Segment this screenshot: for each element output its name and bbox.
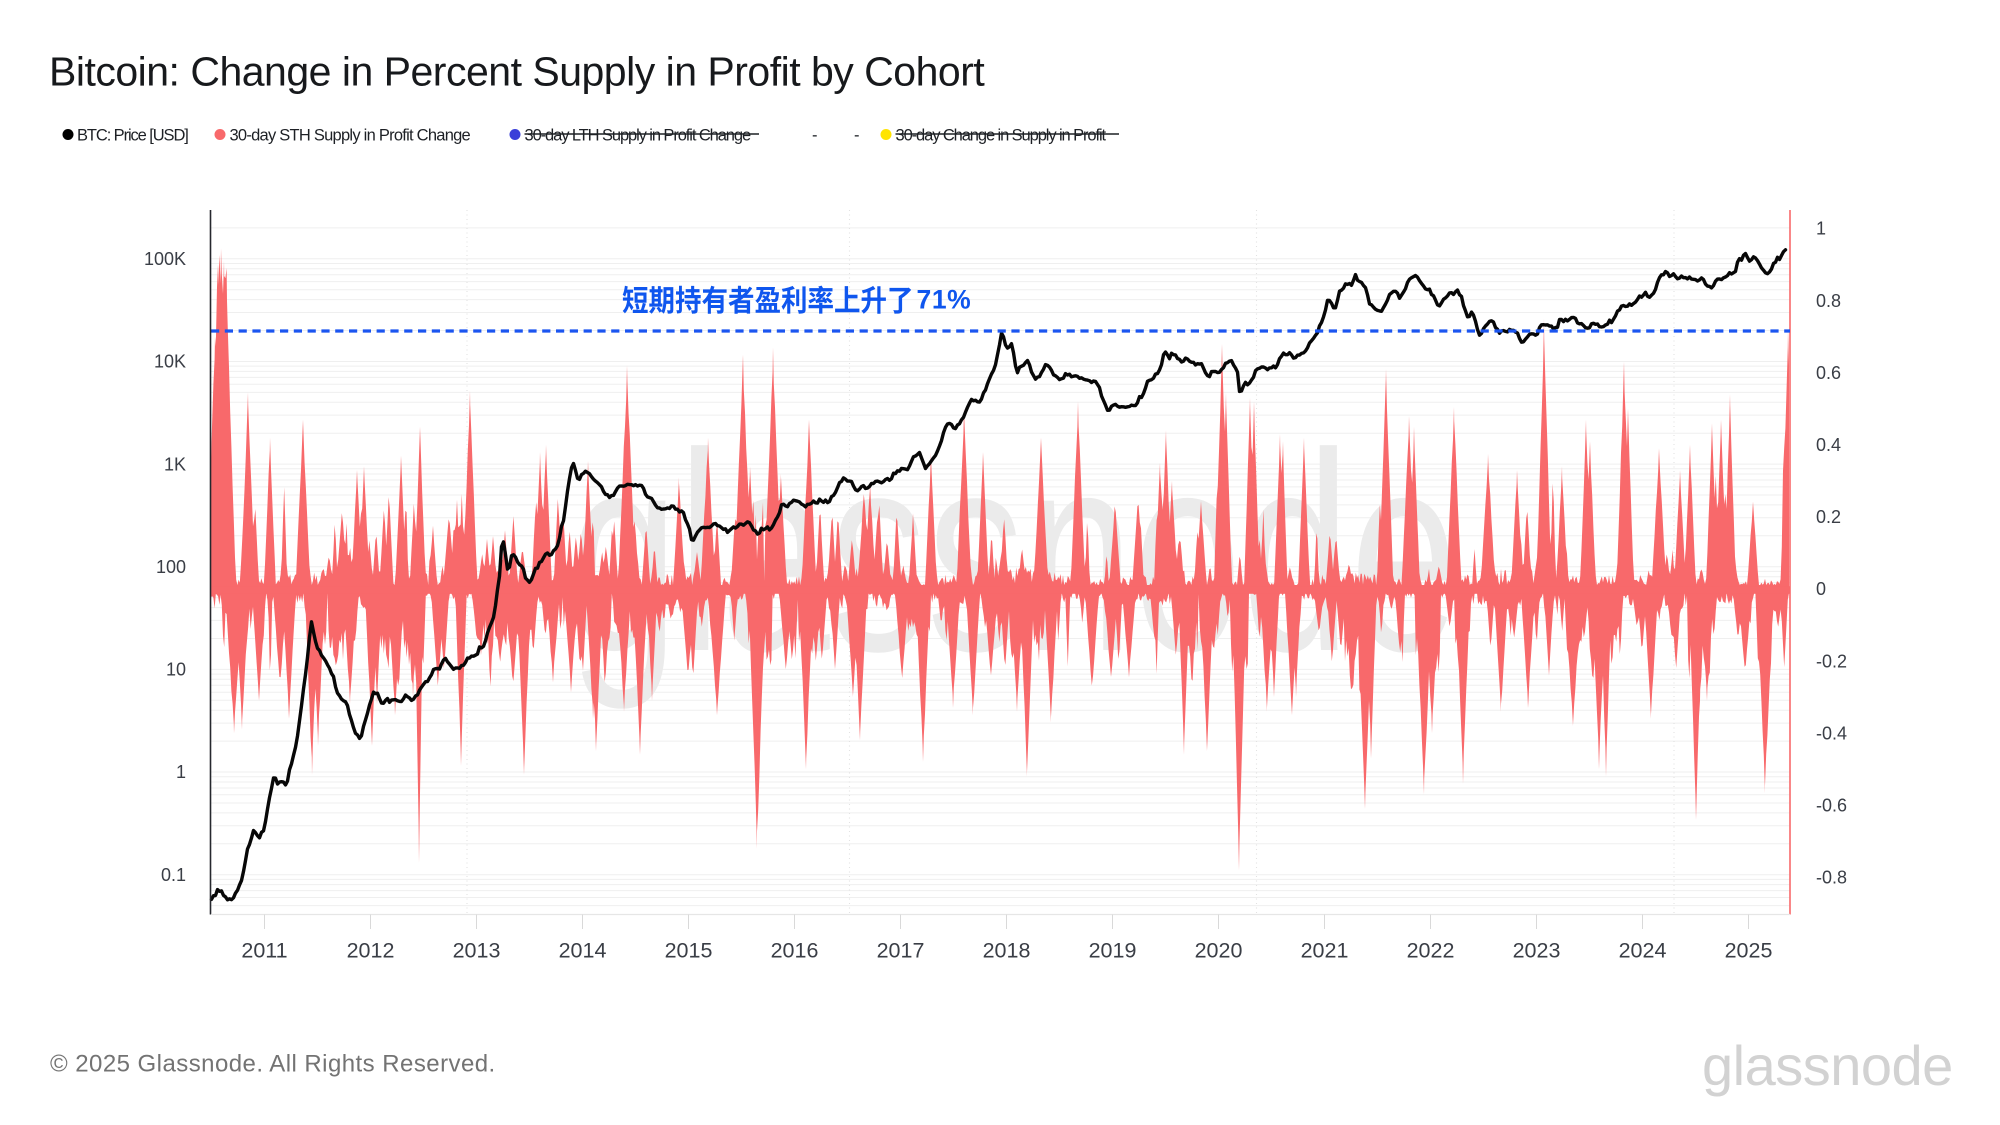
svg-text:2011: 2011 [241, 939, 287, 963]
svg-text:2015: 2015 [665, 939, 713, 963]
svg-text:BTC: Price [USD]: BTC: Price [USD] [77, 127, 188, 145]
svg-text:2025: 2025 [1725, 939, 1773, 963]
svg-text:2018: 2018 [983, 939, 1031, 963]
svg-text:0: 0 [1816, 579, 1826, 599]
svg-text:2022: 2022 [1407, 939, 1455, 963]
svg-text:-0.8: -0.8 [1816, 868, 1847, 888]
svg-text:0.1: 0.1 [161, 865, 186, 885]
svg-text:2016: 2016 [771, 939, 819, 963]
svg-text:-: - [854, 127, 859, 145]
svg-text:1: 1 [1816, 219, 1826, 239]
svg-text:0.2: 0.2 [1816, 507, 1841, 527]
svg-text:glassnode: glassnode [1702, 1034, 1953, 1097]
svg-text:2013: 2013 [453, 939, 501, 963]
svg-text:0.6: 0.6 [1816, 363, 1841, 383]
svg-text:2019: 2019 [1089, 939, 1137, 963]
svg-text:2023: 2023 [1513, 939, 1561, 963]
svg-text:Bitcoin: Change in Percent Sup: Bitcoin: Change in Percent Supply in Pro… [49, 49, 985, 95]
svg-text:-0.6: -0.6 [1816, 796, 1847, 816]
svg-text:-0.4: -0.4 [1816, 723, 1847, 743]
svg-text:-: - [812, 127, 817, 145]
svg-text:0.4: 0.4 [1816, 435, 1841, 455]
svg-text:2020: 2020 [1195, 939, 1243, 963]
svg-text:2021: 2021 [1301, 939, 1349, 963]
svg-text:100: 100 [156, 557, 186, 577]
svg-text:10: 10 [166, 660, 186, 680]
svg-text:2017: 2017 [877, 939, 925, 963]
svg-text:0.8: 0.8 [1816, 291, 1841, 311]
svg-text:2024: 2024 [1619, 939, 1667, 963]
svg-text:© 2025 Glassnode. All Rights R: © 2025 Glassnode. All Rights Reserved. [50, 1051, 496, 1078]
svg-text:10K: 10K [154, 352, 186, 372]
svg-text:2014: 2014 [559, 939, 607, 963]
svg-text:30-day Change in Supply in Pro: 30-day Change in Supply in Profit [896, 127, 1107, 145]
svg-text:1K: 1K [164, 454, 186, 474]
svg-text:-0.2: -0.2 [1816, 651, 1847, 671]
svg-text:30-day LTH Supply in Profit Ch: 30-day LTH Supply in Profit Change [525, 127, 751, 145]
svg-text:71%: 71% [917, 285, 972, 315]
svg-text:100K: 100K [144, 249, 186, 269]
svg-text:2012: 2012 [347, 939, 395, 963]
svg-text:30-day STH Supply in Profit Ch: 30-day STH Supply in Profit Change [230, 127, 471, 145]
svg-text:1: 1 [176, 762, 186, 782]
